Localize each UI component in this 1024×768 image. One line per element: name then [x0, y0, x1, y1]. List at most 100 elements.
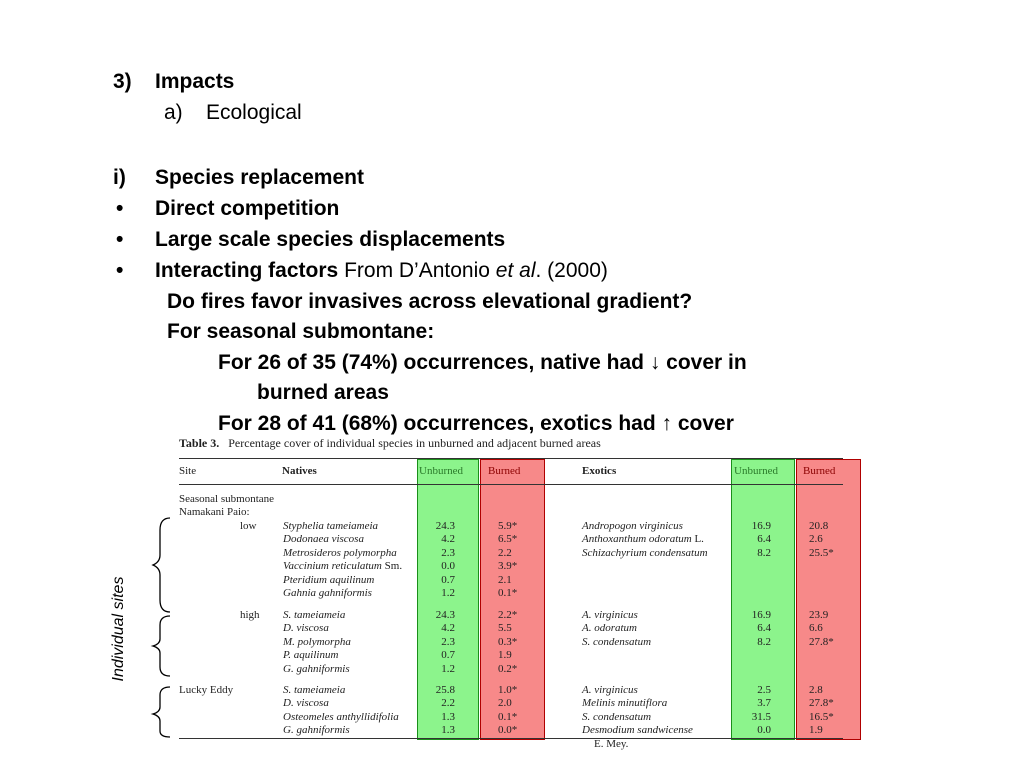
- native-low-species: Vaccinium reticulatum Sm.: [283, 560, 402, 573]
- header-burned-natives: Burned: [488, 465, 521, 477]
- species-name: Desmodium sandwicense: [582, 724, 693, 737]
- header-site: Site: [179, 465, 197, 477]
- burned-natives-highlight: [480, 459, 545, 740]
- species-name: P. aquilinum: [283, 649, 339, 662]
- citation-year: . (2000): [535, 259, 608, 282]
- native-high-burned-value: 2.2*: [498, 609, 518, 621]
- site-braces: [150, 517, 171, 738]
- species-name: S. tameiameia: [283, 684, 346, 696]
- species-name: Dodonaea viscosa: [283, 533, 364, 546]
- numbered-marker: i): [113, 166, 126, 189]
- species-name: Schizachyrium condensatum: [582, 546, 708, 559]
- exotic-lucky-burned-value: 2.8: [809, 684, 823, 696]
- native-low-unburned-value: 0.0: [441, 560, 455, 573]
- native-lucky-burned-value: 2.0: [498, 697, 512, 710]
- species-name: Metrosideros polymorpha: [283, 546, 397, 559]
- interacting-factors-label: Interacting factors: [155, 259, 339, 282]
- exotic-lucky-unburned-value: 0.0: [757, 724, 771, 737]
- species-name: Vaccinium reticulatum: [283, 560, 382, 573]
- species-name: A. virginicus: [582, 609, 638, 621]
- exotic-high-unburned-value: 6.4: [757, 622, 771, 635]
- bullet-species-displacements: Large scale species displacements: [155, 228, 506, 251]
- species-name: S. condensatum: [582, 710, 652, 723]
- species-name: Osteomeles anthyllidifolia: [283, 710, 399, 723]
- exotic-lucky-species: S. condensatum: [582, 711, 651, 724]
- section-title: Impacts: [155, 70, 235, 93]
- native-low-burned-value: 2.2: [498, 546, 512, 559]
- native-high-unburned-value: 24.3: [435, 609, 455, 621]
- species-name: Pteridium aquilinum: [283, 573, 375, 586]
- native-high-burned-value: 0.2*: [498, 662, 518, 675]
- native-lucky-unburned-value: 2.2: [441, 697, 455, 710]
- brace-high: [150, 615, 171, 677]
- table-bottom-rule: [179, 738, 843, 739]
- species-authority: Sm.: [381, 560, 403, 573]
- citation-from: From D’Antonio: [344, 259, 490, 282]
- finding-native-line1: For 26 of 35 (74%) occurrences, native h…: [218, 351, 747, 374]
- species-name: A. virginicus: [582, 684, 638, 696]
- native-low-burned-value: 6.5*: [498, 533, 518, 546]
- subhead-text: For seasonal submontane:: [167, 320, 435, 343]
- species-name: D. viscosa: [283, 697, 329, 710]
- individual-sites-label: Individual sites: [110, 576, 127, 682]
- table-header-rule: [179, 484, 843, 485]
- exotic-high-unburned-value: 8.2: [757, 635, 771, 648]
- table-top-rule: [179, 458, 843, 459]
- native-low-unburned-value: 4.2: [441, 533, 455, 546]
- table-caption-text: Percentage cover of individual species i…: [228, 436, 601, 450]
- exotic-low-unburned-value: 8.2: [757, 546, 771, 559]
- subsection-letter: a): [164, 101, 183, 124]
- native-high-unburned-value: 2.3: [441, 635, 455, 648]
- native-high-burned-value: 1.9: [498, 649, 512, 662]
- species-name: Styphelia tameiameia: [283, 520, 379, 532]
- exotic-lucky-burned-value: 1.9: [809, 724, 823, 737]
- exotic-low-species: Schizachyrium condensatum: [582, 547, 708, 560]
- species-name: Anthoxanthum odoratum: [582, 533, 692, 546]
- exotic-lucky-unburned-value: 31.5: [751, 710, 771, 723]
- section-number: 3): [113, 70, 132, 93]
- native-low-unburned-value: 2.3: [441, 546, 455, 559]
- species-name: Gahnia gahniformis: [283, 587, 372, 599]
- exotic-lucky-species: Desmodium sandwicense: [582, 724, 693, 737]
- native-low-unburned-value: 24.3: [435, 520, 455, 532]
- native-lucky-species: S. tameiameia: [283, 684, 345, 697]
- native-high-burned-value: 0.3*: [498, 635, 518, 648]
- header-unburned-natives: Unburned: [419, 465, 463, 477]
- exotic-lucky-burned-value: 27.8*: [809, 697, 834, 710]
- exotic-low-burned-value: 2.6: [809, 533, 823, 546]
- exotic-lucky-species: Melinis minutiflora: [582, 697, 667, 710]
- bullet-dot: •: [116, 197, 124, 220]
- native-low-species: Dodonaea viscosa: [283, 533, 364, 546]
- header-exotics: Exotics: [582, 465, 617, 477]
- exotic-high-burned-value: 23.9: [809, 609, 829, 621]
- species-name: Melinis minutiflora: [582, 697, 668, 710]
- exotic-high-unburned-value: 16.9: [751, 609, 771, 621]
- question-text: Do fires favor invasives across elevatio…: [167, 290, 693, 313]
- species-name: D. viscosa: [283, 622, 329, 635]
- bullet-dot: •: [116, 228, 124, 251]
- native-high-species: D. viscosa: [283, 622, 329, 635]
- native-low-burned-value: 0.1*: [498, 587, 518, 599]
- burned-exotics-highlight: [796, 459, 861, 740]
- exotic-lucky-unburned-value: 3.7: [757, 697, 771, 710]
- native-lucky-species: G. gahniformis: [283, 724, 350, 737]
- species-replacement: Species replacement: [155, 166, 364, 189]
- subsite-high: high: [240, 609, 260, 621]
- exotic-high-species: A. odoratum: [582, 622, 637, 635]
- native-lucky-unburned-value: 25.8: [435, 684, 455, 696]
- native-high-unburned-value: 0.7: [441, 649, 455, 662]
- native-high-burned-value: 5.5: [498, 622, 512, 635]
- exotic-high-burned-value: 27.8*: [809, 635, 834, 648]
- site-lucky-eddy: Lucky Eddy: [179, 684, 234, 696]
- native-high-species: G. gahniformis: [283, 663, 350, 676]
- exotic-high-species: S. condensatum: [582, 636, 651, 649]
- native-low-unburned-value: 0.7: [441, 573, 455, 586]
- header-unburned-exotics: Unburned: [734, 465, 778, 477]
- exotic-authority-tail: E. Mey.: [594, 737, 629, 750]
- species-name: G. gahniformis: [283, 724, 350, 737]
- header-burned-exotics: Burned: [803, 465, 836, 477]
- brace-lucky: [150, 686, 171, 738]
- header-natives: Natives: [282, 465, 317, 477]
- exotic-low-species: Andropogon virginicus: [582, 520, 683, 533]
- exotic-low-burned-value: 25.5*: [809, 546, 834, 559]
